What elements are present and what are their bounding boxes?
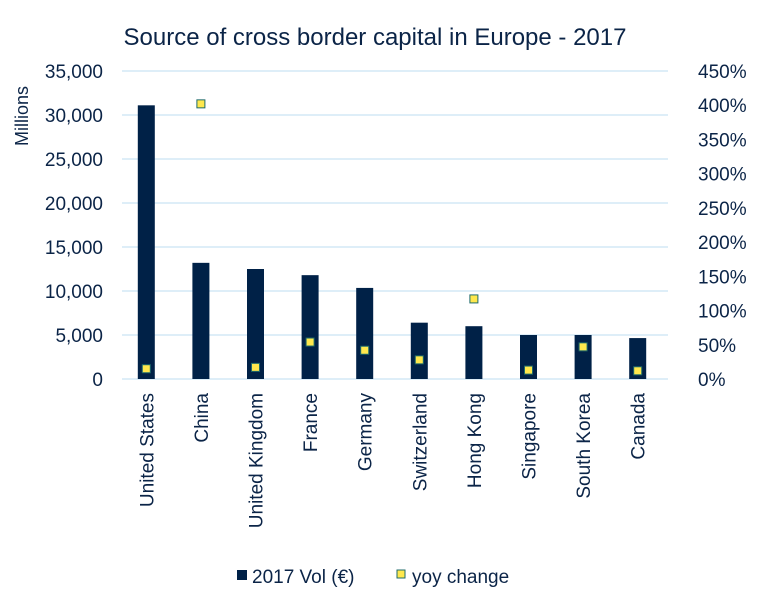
- left-tick-label: 15,000: [45, 238, 103, 259]
- marker-south-korea: [578, 342, 588, 352]
- right-axis-ticks: 0% 50% 100% 150% 200% 250% 300% 350% 400% 450%: [698, 62, 747, 391]
- x-tick-label: France: [301, 393, 322, 452]
- right-tick-label: 350%: [698, 130, 747, 151]
- right-tick-label: 50%: [698, 336, 736, 357]
- x-tick-label: United States: [137, 393, 158, 507]
- right-tick-label: 150%: [698, 267, 747, 288]
- right-tick-label: 300%: [698, 165, 747, 186]
- x-axis-labels: United States China United Kingdom France Ge…: [137, 393, 649, 529]
- legend-swatch-vol: [237, 570, 247, 580]
- marker-france: [305, 337, 315, 347]
- right-tick-label: 400%: [698, 96, 747, 117]
- marker-china: [196, 99, 206, 109]
- x-tick-label: Switzerland: [410, 393, 431, 491]
- left-tick-label: 30,000: [45, 106, 103, 127]
- bar-south-korea: [574, 335, 592, 379]
- marker-canada: [633, 366, 643, 376]
- left-tick-label: 10,000: [45, 282, 103, 303]
- marker-united-states: [141, 364, 151, 374]
- right-tick-label: 450%: [698, 62, 747, 83]
- left-tick-label: 25,000: [45, 150, 103, 171]
- right-tick-label: 0%: [698, 370, 726, 391]
- legend-swatch-yoy: [396, 569, 406, 579]
- x-tick-label: Germany: [356, 393, 377, 472]
- bar-france: [301, 275, 319, 379]
- right-tick-label: 100%: [698, 302, 747, 323]
- bar-germany: [356, 287, 374, 379]
- legend: 2017 Vol (€) yoy change: [237, 567, 509, 588]
- marker-singapore: [524, 365, 533, 375]
- left-axis-ticks: 0 5,000 10,000 15,000 20,000 25,000 30,000 35,0…: [45, 62, 103, 391]
- bar-hong-kong: [465, 326, 483, 379]
- bar-switzerland: [410, 322, 428, 379]
- bar-china: [192, 262, 210, 379]
- marker-united-kingdom: [251, 362, 260, 372]
- left-tick-label: 35,000: [45, 62, 103, 83]
- left-tick-label: 20,000: [45, 194, 103, 215]
- x-tick-label: Singapore: [520, 393, 541, 480]
- left-tick-label: 0: [92, 370, 103, 391]
- x-tick-label: China: [192, 393, 213, 443]
- right-tick-label: 200%: [698, 233, 747, 254]
- marker-hong-kong: [469, 294, 479, 304]
- gridlines: [122, 70, 668, 380]
- right-tick-label: 250%: [698, 199, 747, 220]
- x-tick-label: Hong Kong: [465, 393, 486, 488]
- legend-label-yoy: yoy change: [412, 567, 509, 588]
- chart-title: Source of cross border capital in Europe…: [124, 24, 627, 51]
- x-tick-label: United Kingdom: [247, 393, 268, 528]
- bar-series: [137, 105, 647, 379]
- x-tick-label: South Korea: [574, 393, 595, 499]
- marker-germany: [360, 345, 370, 355]
- marker-series: [141, 99, 643, 376]
- bar-united-kingdom: [247, 269, 264, 379]
- x-tick-label: Canada: [629, 393, 650, 460]
- left-tick-label: 5,000: [55, 326, 103, 347]
- y-axis-label: Millions: [12, 86, 32, 146]
- legend-label-vol: 2017 Vol (€): [252, 567, 354, 588]
- marker-switzerland: [414, 355, 424, 365]
- bar-united-states: [137, 105, 155, 379]
